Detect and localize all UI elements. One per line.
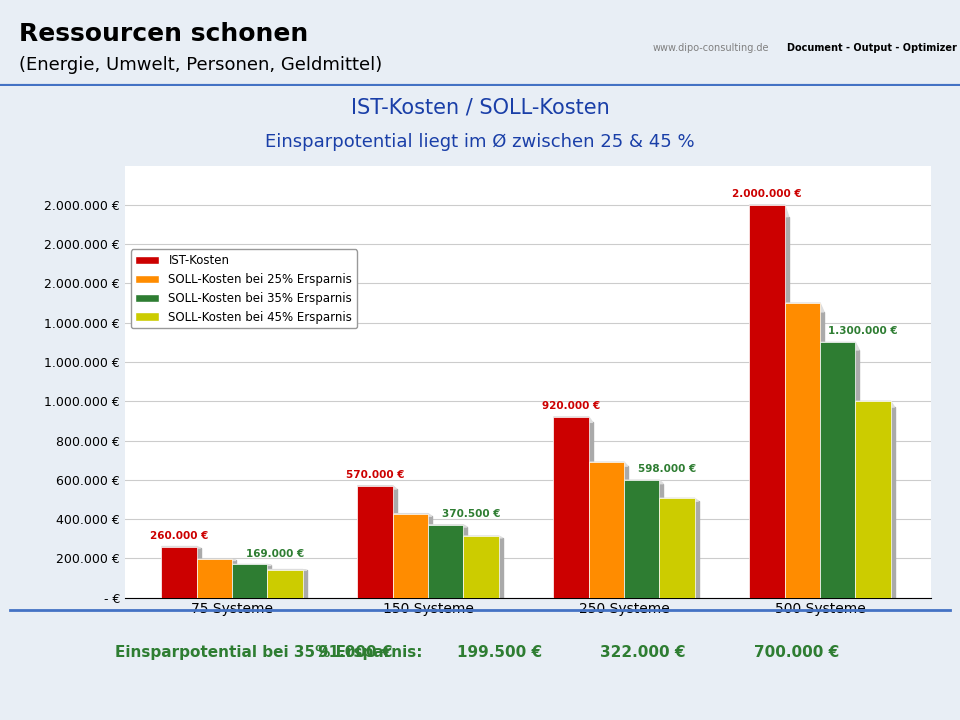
Text: Ressourcen schonen: Ressourcen schonen <box>19 22 308 45</box>
Bar <box>267 570 302 598</box>
Polygon shape <box>464 536 502 538</box>
Text: IST-Kosten / SOLL-Kosten: IST-Kosten / SOLL-Kosten <box>350 97 610 117</box>
Polygon shape <box>855 350 859 598</box>
Polygon shape <box>464 527 468 598</box>
Bar <box>393 513 428 598</box>
Polygon shape <box>588 423 592 598</box>
Text: 199.500 €: 199.500 € <box>457 645 541 660</box>
Polygon shape <box>267 565 272 598</box>
Text: 169.000 €: 169.000 € <box>246 549 304 559</box>
Bar <box>464 536 498 598</box>
Polygon shape <box>750 205 789 217</box>
Polygon shape <box>554 417 592 423</box>
Bar <box>232 564 267 598</box>
Text: 1.300.000 €: 1.300.000 € <box>828 326 898 336</box>
Polygon shape <box>161 546 201 548</box>
Text: 370.500 €: 370.500 € <box>442 509 500 519</box>
Polygon shape <box>393 513 432 516</box>
Text: 598.000 €: 598.000 € <box>638 464 696 474</box>
Text: (Energie, Umwelt, Personen, Geldmittel): (Energie, Umwelt, Personen, Geldmittel) <box>19 56 382 74</box>
Bar <box>750 205 784 598</box>
Text: 920.000 €: 920.000 € <box>542 401 600 411</box>
Polygon shape <box>428 525 468 527</box>
Polygon shape <box>232 564 272 565</box>
Polygon shape <box>498 538 502 598</box>
Bar <box>784 303 820 598</box>
Text: 2.000.000 €: 2.000.000 € <box>732 189 802 199</box>
Polygon shape <box>660 498 699 501</box>
Polygon shape <box>428 516 432 598</box>
Bar <box>855 401 891 598</box>
Text: Document - Output - Optimizer: Document - Output - Optimizer <box>787 42 957 53</box>
Polygon shape <box>660 484 663 598</box>
Polygon shape <box>820 312 824 598</box>
Text: Einsparpotential liegt im Ø zwischen 25 & 45 %: Einsparpotential liegt im Ø zwischen 25 … <box>265 133 695 151</box>
Text: 700.000 €: 700.000 € <box>755 645 839 660</box>
Bar <box>588 462 624 598</box>
Polygon shape <box>624 480 663 484</box>
Polygon shape <box>588 462 628 466</box>
Polygon shape <box>393 489 396 598</box>
Polygon shape <box>855 401 895 407</box>
Polygon shape <box>232 560 236 598</box>
Bar <box>820 342 855 598</box>
Bar <box>624 480 660 598</box>
Polygon shape <box>197 559 236 560</box>
Text: www.dipo-consulting.de: www.dipo-consulting.de <box>653 42 769 53</box>
Text: 322.000 €: 322.000 € <box>600 645 686 660</box>
Text: 570.000 €: 570.000 € <box>346 469 404 480</box>
Bar <box>197 559 232 598</box>
Bar <box>357 486 393 598</box>
Bar <box>554 417 588 598</box>
Legend: IST-Kosten, SOLL-Kosten bei 25% Ersparnis, SOLL-Kosten bei 35% Ersparnis, SOLL-K: IST-Kosten, SOLL-Kosten bei 25% Ersparni… <box>131 249 357 328</box>
Bar <box>660 498 695 598</box>
Polygon shape <box>891 407 895 598</box>
Polygon shape <box>624 466 628 598</box>
Text: 91.000 €: 91.000 € <box>318 645 393 660</box>
Polygon shape <box>302 570 306 598</box>
Text: Einsparpotential bei 35% Ersparnis:: Einsparpotential bei 35% Ersparnis: <box>115 645 422 660</box>
Text: 260.000 €: 260.000 € <box>150 531 208 541</box>
Polygon shape <box>197 548 201 598</box>
Bar <box>428 525 464 598</box>
Polygon shape <box>784 217 789 598</box>
Polygon shape <box>695 501 699 598</box>
Polygon shape <box>784 303 824 312</box>
Polygon shape <box>820 342 859 350</box>
Bar <box>161 546 197 598</box>
Polygon shape <box>357 486 396 489</box>
